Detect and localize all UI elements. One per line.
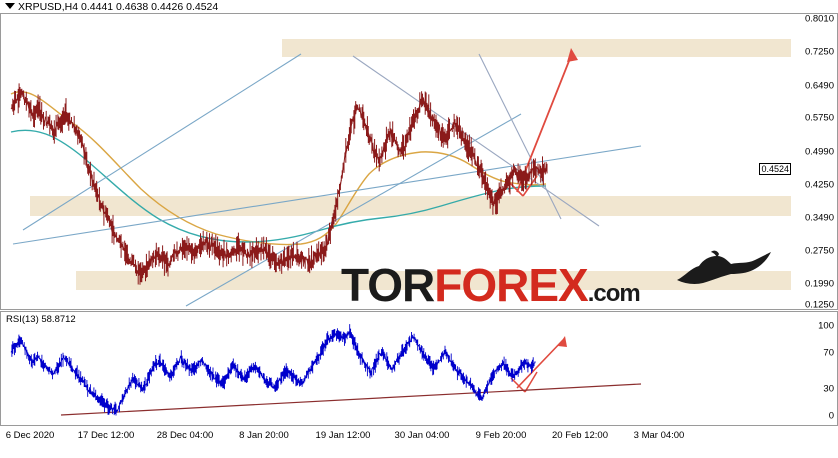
rsi-pane[interactable]: RSI(13) 58.8712 100 70 30 0 — [0, 311, 838, 426]
price-axis-label: 0.6490 — [804, 80, 834, 92]
triangle-down-icon[interactable] — [5, 3, 15, 9]
x-axis-label: 20 Feb 12:00 — [552, 430, 608, 441]
watermark-forex: FOREX — [434, 259, 588, 309]
rsi-axis-label: 30 — [823, 383, 834, 395]
price-plot: 0.4524 0.8010 0.7250 0.6490 0.5750 0.499… — [1, 14, 837, 309]
x-axis-label: 19 Jan 12:00 — [315, 430, 371, 441]
x-axis-labels: 6 Dec 2020 17 Dec 12:00 28 Dec 04:00 8 Jan … — [0, 428, 838, 448]
price-axis-label: 0.2750 — [804, 245, 834, 257]
price-pane[interactable]: 0.4524 0.8010 0.7250 0.6490 0.5750 0.499… — [0, 13, 838, 310]
price-axis-label: 0.4990 — [804, 146, 834, 158]
price-axis-label: 0.1250 — [804, 299, 834, 310]
watermark-com: .com — [587, 280, 641, 307]
price-axis-label: 0.7250 — [804, 46, 834, 58]
symbol-quote-label: XRPUSD,H4 0.4441 0.4638 0.4426 0.4524 — [18, 1, 219, 13]
x-axis-label: 3 Mar 04:00 — [633, 430, 685, 441]
resistance-zone-top — [282, 39, 791, 57]
watermark-logo: TORFOREX.com — [341, 259, 641, 309]
price-axis-label: 0.1990 — [804, 278, 834, 290]
watermark-tor: TOR — [341, 259, 435, 309]
x-axis-label: 9 Feb 20:00 — [475, 430, 527, 441]
x-axis-label: 8 Jan 20:00 — [239, 430, 289, 441]
x-axis-label: 17 Dec 12:00 — [77, 430, 135, 441]
price-overlays — [10, 48, 642, 307]
bull-icon — [677, 250, 771, 284]
rsi-plot: RSI(13) 58.8712 100 70 30 0 — [1, 312, 837, 425]
price-axis-label: 0.3490 — [804, 212, 834, 224]
rsi-axis-label: 100 — [818, 320, 834, 332]
price-axis-label: 0.4250 — [804, 179, 834, 191]
price-axis-label: 0.8010 — [804, 14, 834, 25]
x-axis-label: 28 Dec 04:00 — [156, 430, 214, 441]
x-axis-label: 6 Dec 2020 — [5, 430, 55, 441]
rsi-overlays — [10, 324, 642, 416]
rsi-axis-label: 70 — [823, 347, 834, 359]
x-axis-label: 30 Jan 04:00 — [394, 430, 450, 441]
price-axis-label: 0.5750 — [804, 112, 834, 124]
rsi-title: RSI(13) 58.8712 — [6, 314, 76, 325]
rsi-axis-label: 0 — [828, 410, 834, 422]
chart-header: XRPUSD,H4 0.4441 0.4638 0.4426 0.4524 — [0, 0, 838, 14]
last-price-tag: 0.4524 — [759, 163, 791, 175]
support-zone-low — [76, 271, 791, 290]
support-zone-mid — [30, 196, 791, 216]
